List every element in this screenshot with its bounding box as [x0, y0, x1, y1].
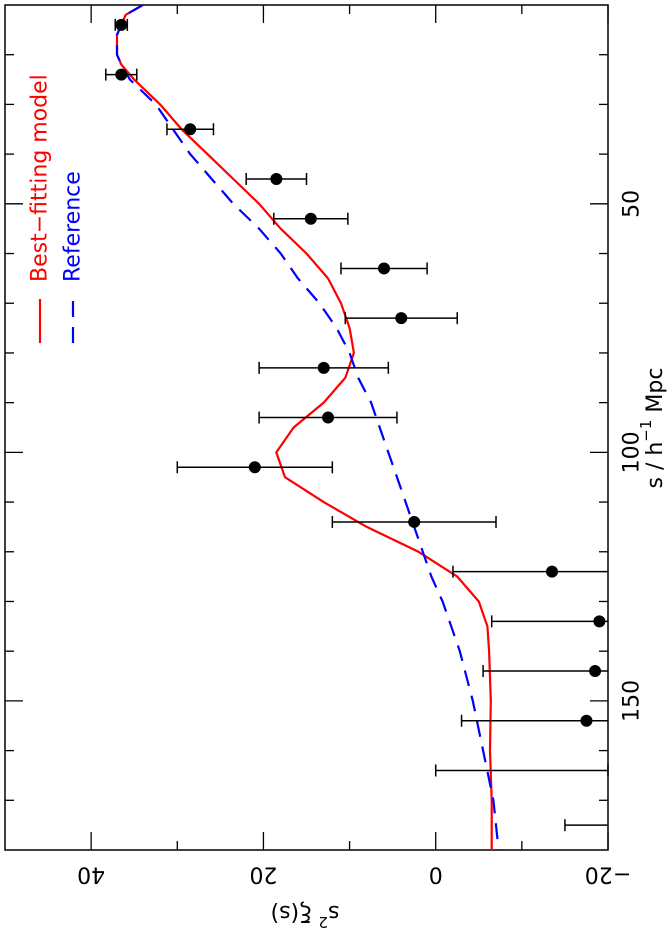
data-point: [248, 461, 261, 474]
y-tick-label: 0: [429, 862, 443, 887]
legend-label: Best−fitting model: [28, 74, 53, 282]
best-fitting-model-curve: [115, 5, 493, 850]
data-point: [317, 361, 330, 374]
x-tick-label: 100: [620, 431, 645, 473]
y-axis: 40 20 0 −20: [77, 5, 631, 887]
legend: Best−fitting model Reference: [28, 74, 86, 343]
y-tick-label: 40: [77, 862, 105, 887]
y-tick-label: −20: [585, 862, 631, 887]
data-point: [304, 212, 317, 225]
legend-label: Reference: [61, 171, 86, 282]
data-point: [408, 515, 421, 528]
x-tick-label: 150: [620, 680, 645, 722]
points-layer: [105, 18, 609, 832]
data-point: [322, 411, 335, 424]
data-point: [395, 312, 408, 325]
y-tick-label: 20: [249, 862, 277, 887]
data-point: [593, 615, 606, 628]
data-point: [270, 172, 283, 185]
data-point: [546, 565, 559, 578]
x-axis-title: s / h−1 Mpc: [637, 368, 668, 489]
reference-curve: [115, 5, 500, 850]
data-point: [580, 714, 593, 727]
plot-frame: [4, 4, 609, 851]
x-tick-label: 50: [620, 190, 645, 218]
data-point: [589, 665, 602, 678]
data-point: [378, 262, 391, 275]
data-point: [184, 123, 197, 136]
x-axis: 50 100 150: [5, 54, 645, 801]
plot-area: [4, 4, 609, 851]
data-point: [115, 18, 128, 31]
y-axis-title: s2 ξ(s): [271, 901, 340, 932]
data-point: [115, 68, 128, 81]
series-layer: [115, 5, 500, 850]
